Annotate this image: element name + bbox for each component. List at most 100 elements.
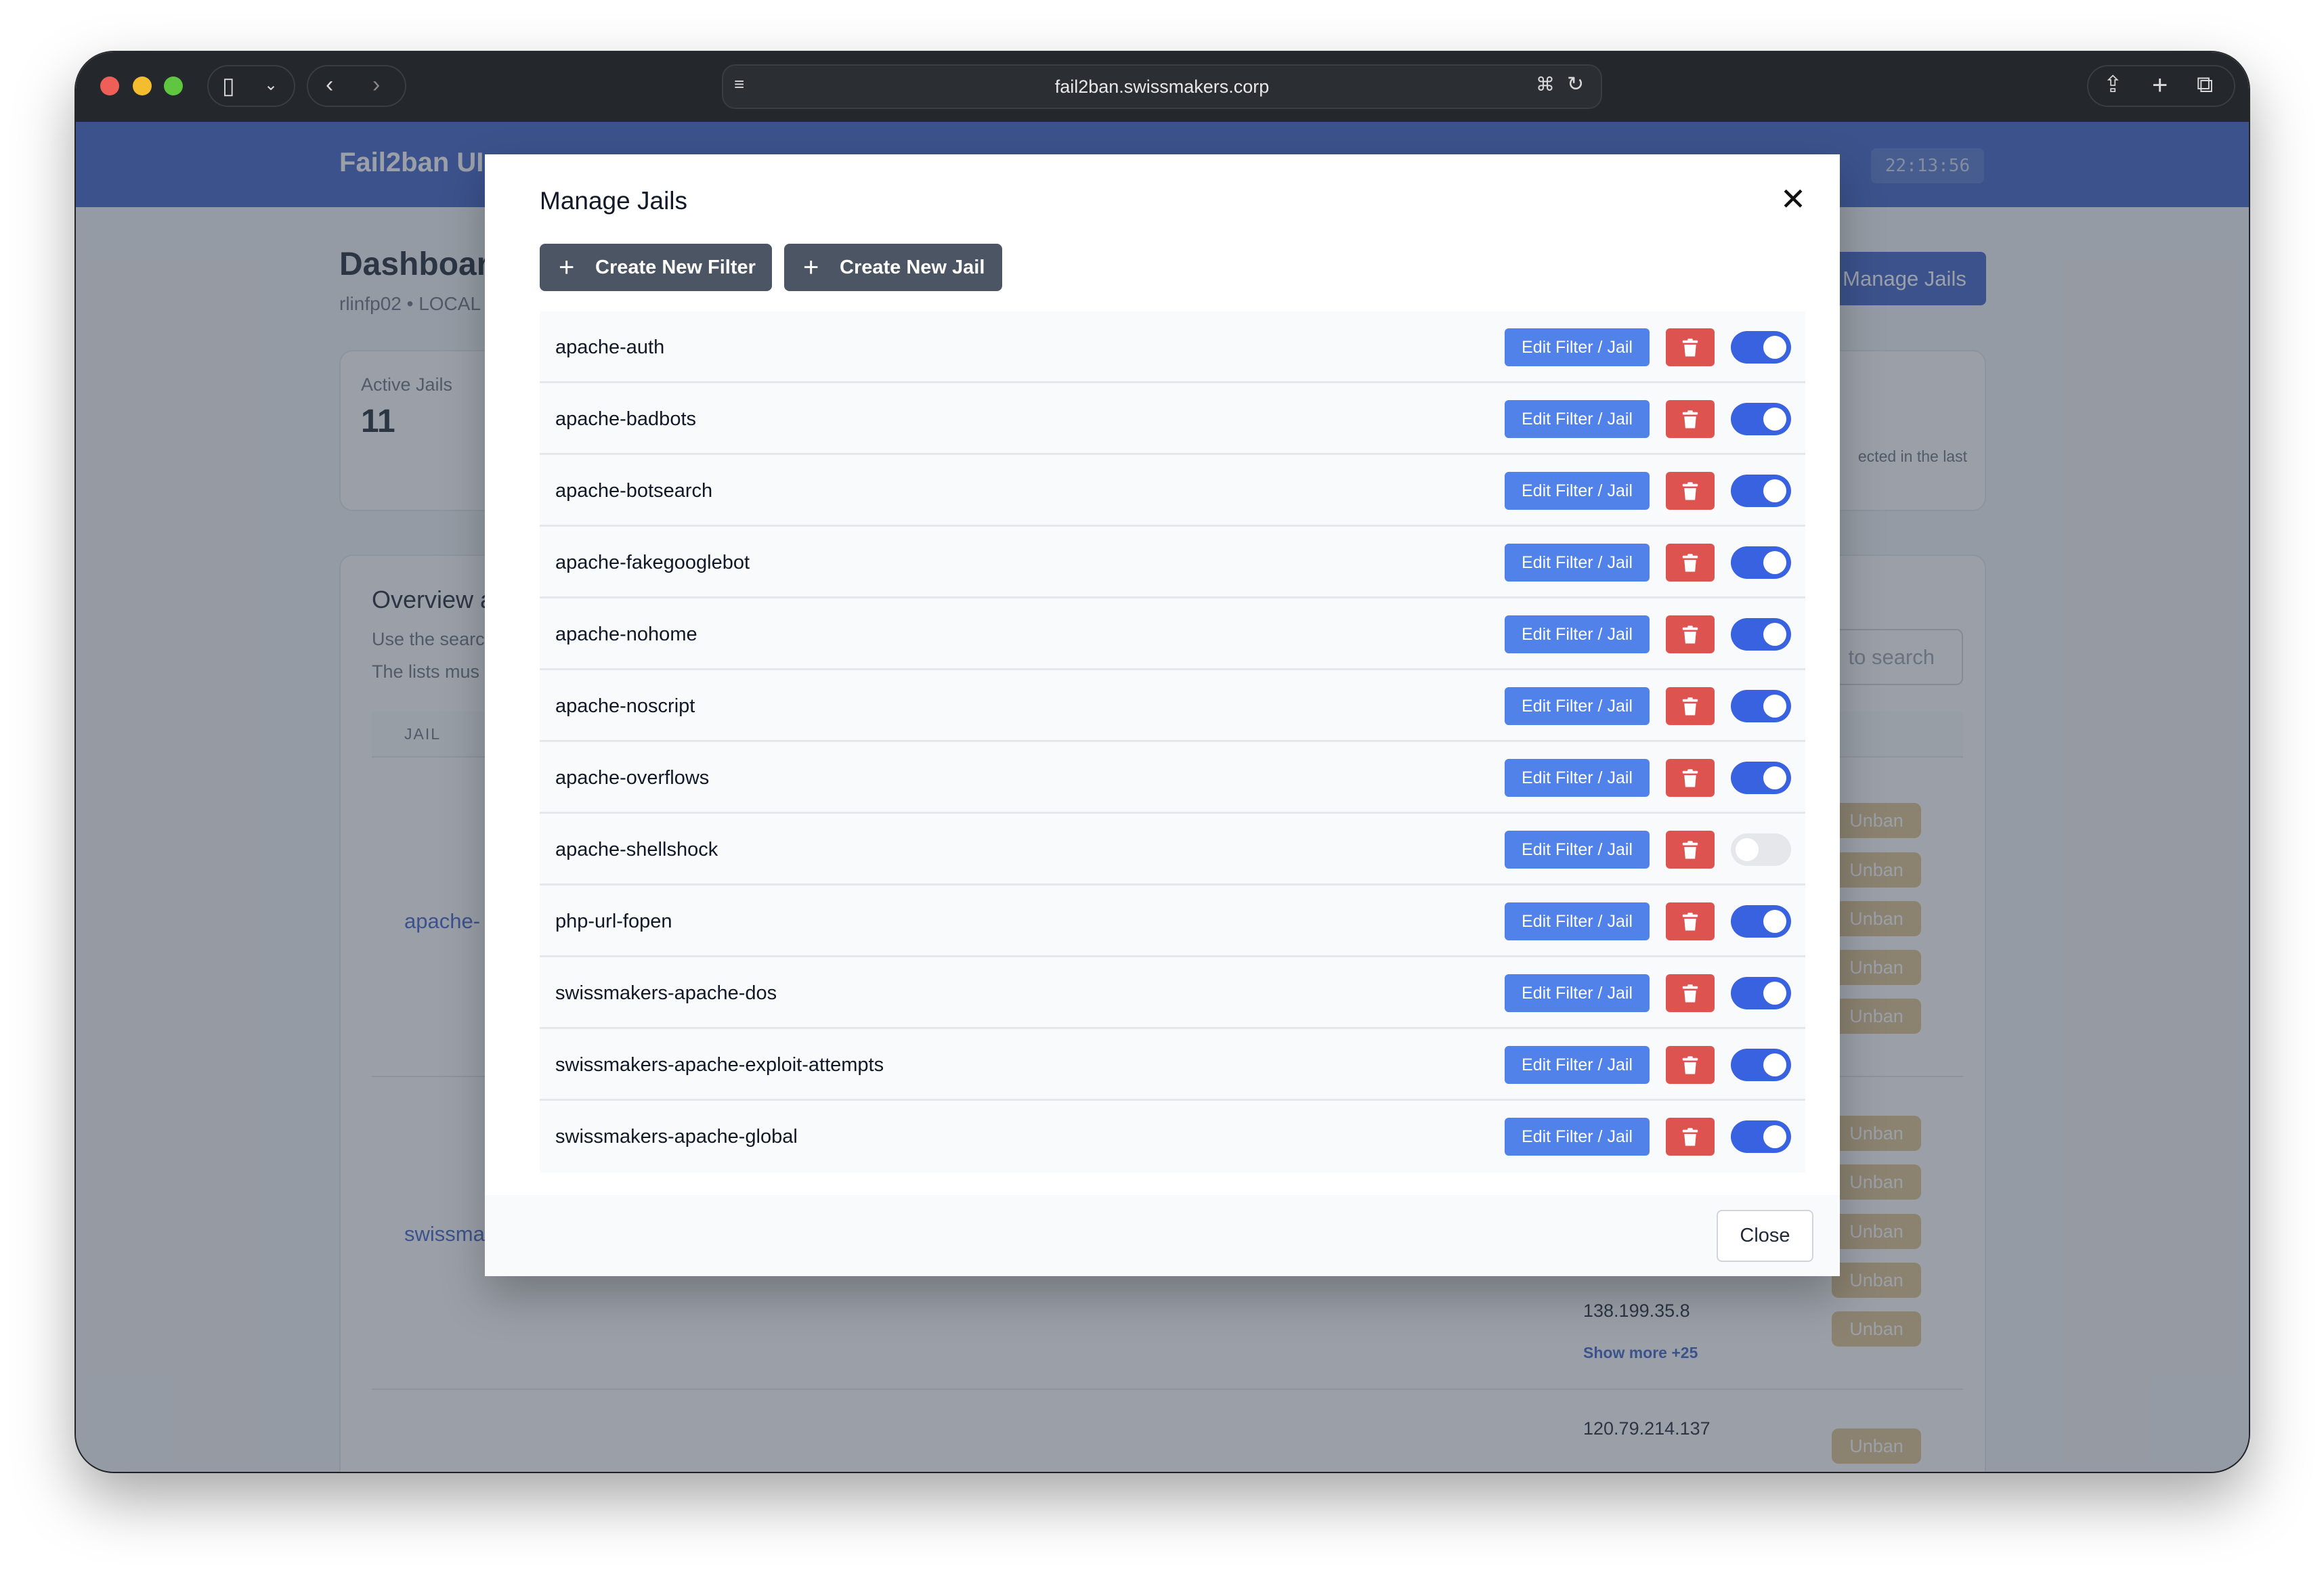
create-new-jail-button[interactable]: + Create New Jail: [784, 244, 1002, 291]
jail-name: swissmakers-apache-exploit-attempts: [555, 1054, 884, 1076]
edit-filter-jail-button[interactable]: Edit Filter / Jail: [1505, 615, 1650, 653]
page-content: Fail2ban UI 22:13:56 Dashboard rlinfp02 …: [76, 122, 2249, 1472]
jail-enabled-toggle[interactable]: [1731, 1049, 1791, 1081]
toggle-knob: [1763, 1125, 1786, 1148]
address-bar[interactable]: ≡ fail2ban.swissmakers.corp ⌘ ↻: [722, 64, 1602, 109]
toggle-knob: [1763, 982, 1786, 1005]
trash-icon: [1682, 626, 1698, 644]
close-icon[interactable]: ✕: [1780, 181, 1807, 217]
jail-row: php-url-fopen Edit Filter / Jail: [540, 886, 1805, 957]
delete-jail-button[interactable]: [1666, 759, 1715, 797]
new-tab-icon[interactable]: +: [2152, 70, 2168, 100]
jail-enabled-toggle[interactable]: [1731, 762, 1791, 794]
delete-jail-button[interactable]: [1666, 472, 1715, 510]
jail-name: swissmakers-apache-dos: [555, 982, 777, 1004]
trash-icon: [1682, 697, 1698, 716]
jail-name: apache-badbots: [555, 408, 696, 430]
trash-icon: [1682, 482, 1698, 500]
edit-filter-jail-button[interactable]: Edit Filter / Jail: [1505, 400, 1650, 438]
edit-filter-jail-button[interactable]: Edit Filter / Jail: [1505, 902, 1650, 940]
jail-name: apache-auth: [555, 336, 665, 358]
chevron-down-icon[interactable]: ⌄: [264, 76, 278, 94]
jail-row: apache-fakegooglebot Edit Filter / Jail: [540, 527, 1805, 598]
jail-enabled-toggle[interactable]: [1731, 833, 1791, 866]
jail-row: swissmakers-apache-dos Edit Filter / Jai…: [540, 957, 1805, 1029]
jail-enabled-toggle[interactable]: [1731, 905, 1791, 938]
edit-filter-jail-button[interactable]: Edit Filter / Jail: [1505, 974, 1650, 1012]
maximize-window-button[interactable]: [164, 77, 183, 95]
delete-jail-button[interactable]: [1666, 1046, 1715, 1084]
plus-icon: +: [803, 253, 819, 282]
jail-enabled-toggle[interactable]: [1731, 1120, 1791, 1153]
edit-filter-jail-button[interactable]: Edit Filter / Jail: [1505, 472, 1650, 510]
jail-row: apache-shellshock Edit Filter / Jail: [540, 814, 1805, 886]
jail-enabled-toggle[interactable]: [1731, 977, 1791, 1009]
edit-filter-jail-button[interactable]: Edit Filter / Jail: [1505, 328, 1650, 366]
jail-name: apache-noscript: [555, 695, 695, 717]
jail-row: apache-nohome Edit Filter / Jail: [540, 598, 1805, 670]
delete-jail-button[interactable]: [1666, 328, 1715, 366]
trash-icon: [1682, 1128, 1698, 1146]
delete-jail-button[interactable]: [1666, 544, 1715, 582]
jail-enabled-toggle[interactable]: [1731, 690, 1791, 722]
edit-filter-jail-button[interactable]: Edit Filter / Jail: [1505, 687, 1650, 725]
toggle-knob: [1763, 910, 1786, 933]
delete-jail-button[interactable]: [1666, 1118, 1715, 1156]
jail-name: php-url-fopen: [555, 911, 672, 932]
jail-row: apache-noscript Edit Filter / Jail: [540, 670, 1805, 742]
jail-name: apache-fakegooglebot: [555, 552, 750, 573]
translate-icon[interactable]: ⌘: [1536, 74, 1555, 95]
toggle-knob: [1763, 623, 1786, 646]
jail-enabled-toggle[interactable]: [1731, 403, 1791, 435]
toggle-knob: [1763, 695, 1786, 718]
sidebar-icon[interactable]: ▯: [222, 73, 235, 99]
trash-icon: [1682, 984, 1698, 1003]
plus-icon: +: [559, 253, 575, 282]
create-new-filter-button[interactable]: + Create New Filter: [540, 244, 772, 291]
jail-row: apache-overflows Edit Filter / Jail: [540, 742, 1805, 814]
jail-row: apache-botsearch Edit Filter / Jail: [540, 455, 1805, 527]
reload-icon[interactable]: ↻: [1567, 73, 1585, 95]
jail-row: apache-badbots Edit Filter / Jail: [540, 383, 1805, 455]
toggle-knob: [1763, 408, 1786, 431]
trash-icon: [1682, 339, 1698, 357]
toolbar-right-group: ⇪ + ⧉: [2087, 65, 2235, 107]
toggle-knob: [1763, 479, 1786, 502]
modal-footer: Close: [485, 1195, 1840, 1276]
delete-jail-button[interactable]: [1666, 400, 1715, 438]
toggle-knob: [1763, 766, 1786, 789]
navigation-group[interactable]: ‹ ›: [307, 65, 406, 107]
back-icon[interactable]: ‹: [326, 72, 334, 97]
jail-enabled-toggle[interactable]: [1731, 618, 1791, 651]
jail-row: apache-auth Edit Filter / Jail: [540, 311, 1805, 383]
toggle-knob: [1736, 838, 1759, 861]
toggle-knob: [1763, 336, 1786, 359]
delete-jail-button[interactable]: [1666, 974, 1715, 1012]
delete-jail-button[interactable]: [1666, 615, 1715, 653]
jail-name: apache-botsearch: [555, 480, 713, 502]
jail-enabled-toggle[interactable]: [1731, 331, 1791, 364]
edit-filter-jail-button[interactable]: Edit Filter / Jail: [1505, 831, 1650, 869]
jail-enabled-toggle[interactable]: [1731, 475, 1791, 507]
delete-jail-button[interactable]: [1666, 687, 1715, 725]
share-icon[interactable]: ⇪: [2103, 72, 2123, 97]
edit-filter-jail-button[interactable]: Edit Filter / Jail: [1505, 759, 1650, 797]
jail-row: swissmakers-apache-global Edit Filter / …: [540, 1101, 1805, 1173]
edit-filter-jail-button[interactable]: Edit Filter / Jail: [1505, 544, 1650, 582]
delete-jail-button[interactable]: [1666, 831, 1715, 869]
sidebar-toggle-group[interactable]: ▯ ⌄: [207, 65, 295, 107]
browser-window: ▯ ⌄ ‹ › ≡ fail2ban.swissmakers.corp ⌘ ↻ …: [76, 52, 2249, 1472]
page-menu-icon[interactable]: ≡: [734, 74, 745, 94]
edit-filter-jail-button[interactable]: Edit Filter / Jail: [1505, 1118, 1650, 1156]
trash-icon: [1682, 410, 1698, 429]
tab-overview-icon[interactable]: ⧉: [2197, 72, 2214, 97]
delete-jail-button[interactable]: [1666, 902, 1715, 940]
minimize-window-button[interactable]: [133, 77, 152, 95]
close-button[interactable]: Close: [1717, 1210, 1813, 1262]
forward-icon[interactable]: ›: [372, 72, 381, 97]
edit-filter-jail-button[interactable]: Edit Filter / Jail: [1505, 1046, 1650, 1084]
url-text: fail2ban.swissmakers.corp: [1054, 77, 1270, 97]
jail-name: swissmakers-apache-global: [555, 1126, 798, 1148]
jail-enabled-toggle[interactable]: [1731, 546, 1791, 579]
close-window-button[interactable]: [100, 77, 119, 95]
